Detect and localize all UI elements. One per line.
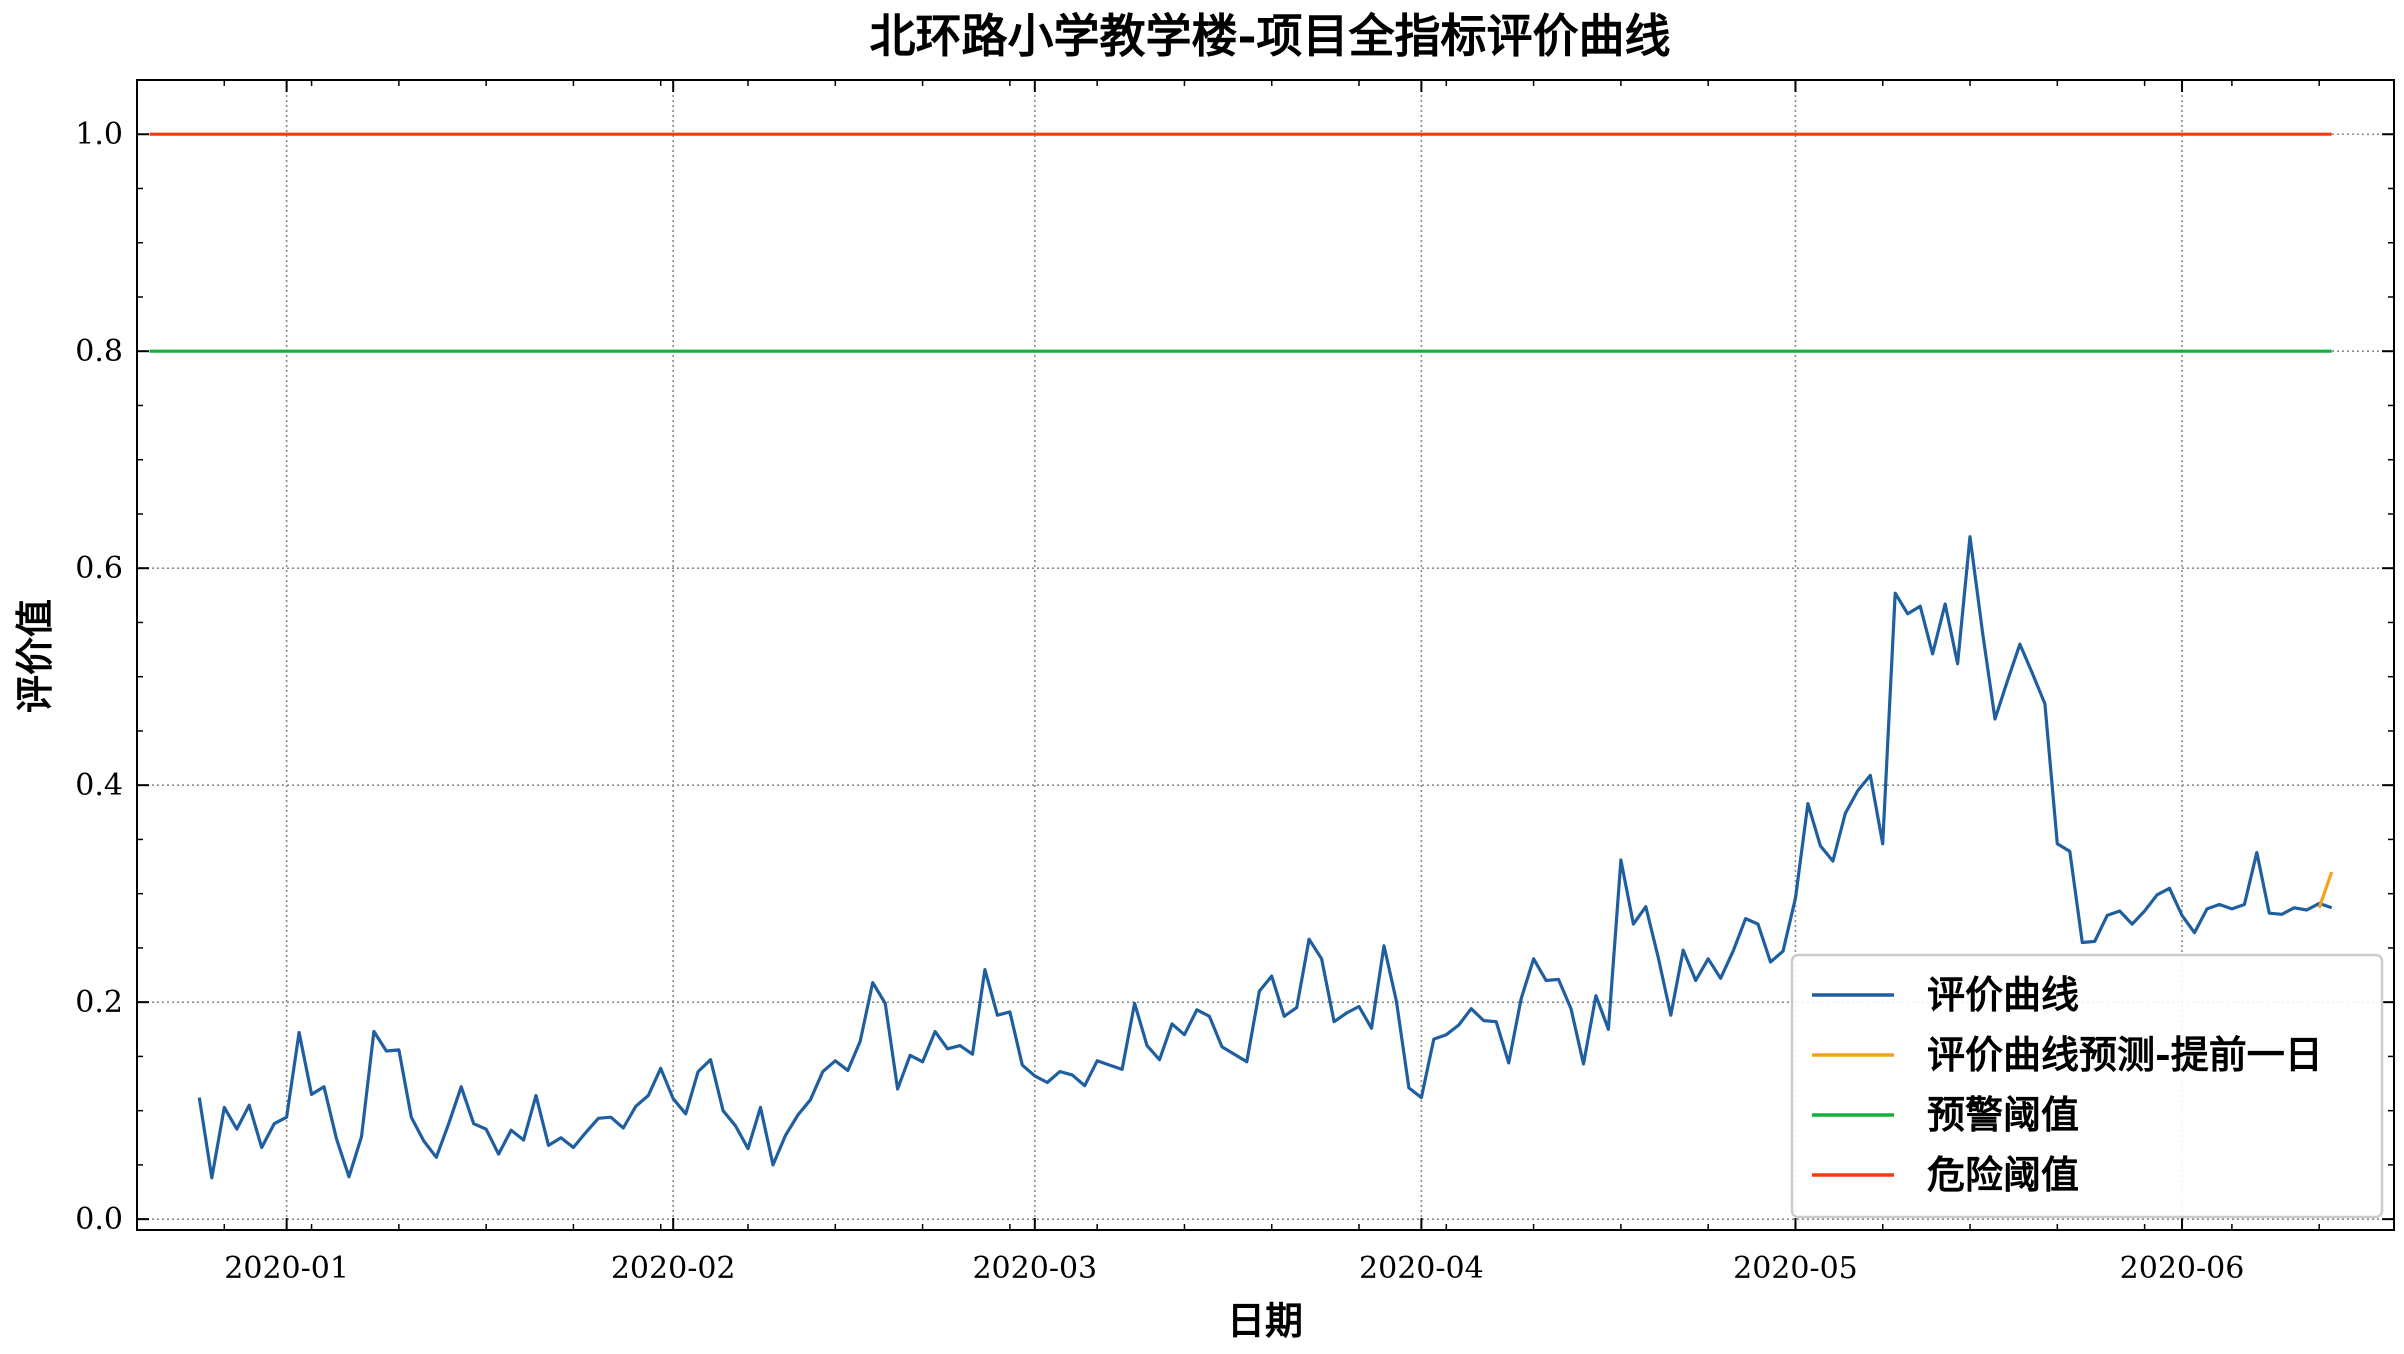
y-tick-label: 0.2 (75, 985, 123, 1020)
x-tick-label: 2020-03 (972, 1251, 1097, 1286)
plot-frame (136, 79, 2395, 1231)
series-lines (149, 132, 2334, 1180)
x-axis-title: 日期 (1227, 1298, 1303, 1343)
x-tick-label: 2020-01 (224, 1251, 349, 1286)
x-tick-label: 2020-04 (1359, 1251, 1484, 1286)
legend-label: 危险阈值 (1927, 1152, 2079, 1197)
x-tick-label: 2020-02 (611, 1251, 736, 1286)
y-axis-title: 评价值 (12, 599, 57, 713)
y-tick-label: 0.8 (75, 334, 123, 369)
chart-title: 北环路小学教学楼-项目全指标评价曲线 (869, 9, 1670, 63)
series-line (2317, 871, 2334, 909)
legend-label: 评价曲线 (1927, 972, 2079, 1017)
axis-ticks: 0.0 0.2 0.4 0.6 0.8 1.0 2020-01 2020-02 2020-03 2… (75, 80, 2394, 1286)
legend-label: 预警阈值 (1927, 1092, 2079, 1137)
series-line (197, 535, 2333, 1180)
legend-box (1790, 953, 2384, 1219)
x-tick-label: 2020-06 (2120, 1251, 2245, 1286)
y-tick-label: 0.0 (75, 1202, 123, 1237)
y-tick-label: 0.6 (75, 551, 123, 586)
x-tick-label: 2020-05 (1733, 1251, 1858, 1286)
legend-label: 评价曲线预测-提前一日 (1927, 1032, 2323, 1077)
y-tick-label: 1.0 (75, 117, 123, 152)
y-tick-label: 0.4 (75, 768, 123, 803)
